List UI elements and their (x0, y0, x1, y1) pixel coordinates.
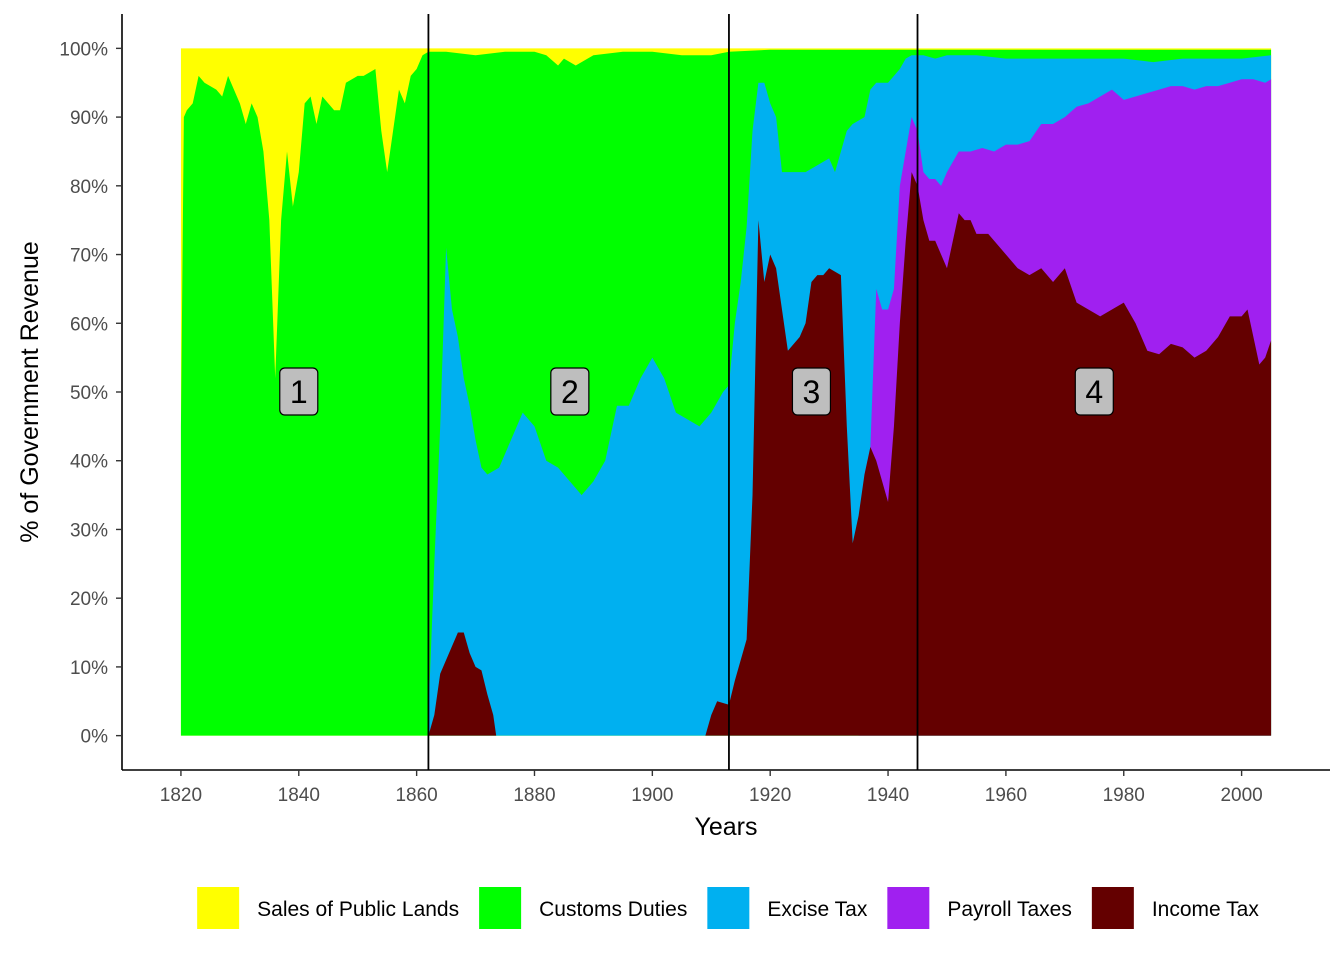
x-ticks-group: 1820 1840 1860 1880 1900 1920 1940 1960 1980 2000 (160, 770, 1263, 806)
y-tick-label: 20% (70, 589, 108, 610)
legend-label: Income Tax (1152, 898, 1259, 921)
x-tick-label: 1860 (395, 785, 437, 806)
y-tick-label: 10% (70, 658, 108, 679)
legend-item-customs-duties: Customs Duties (479, 887, 687, 929)
vertical-lines-group (427, 14, 919, 770)
annotation-label-4: 4 (1074, 367, 1114, 416)
legend: Sales of Public Lands Customs Duties Excis… (197, 887, 1259, 929)
legend-label: Payroll Taxes (947, 898, 1072, 921)
legend-label: Customs Duties (539, 898, 687, 921)
annotation-text: 1 (290, 374, 308, 410)
y-axis-title: % of Government Revenue (16, 241, 44, 543)
legend-label: Excise Tax (767, 898, 867, 921)
annotation-box (791, 367, 832, 416)
annotation-box (550, 367, 590, 416)
y-tick-label: 80% (70, 177, 108, 198)
legend-item-excise-tax: Excise Tax (707, 887, 868, 929)
annotation-box (279, 367, 319, 416)
y-tick-label: 30% (70, 520, 108, 541)
annotation-text: 3 (803, 374, 821, 410)
legend-swatch (887, 887, 930, 929)
y-tick-label: 100% (59, 39, 108, 60)
x-tick-label: 1920 (749, 785, 791, 806)
y-tick-label: 0% (81, 727, 109, 748)
annotation-label-3: 3 (791, 367, 832, 416)
legend-item-sales-of-public-lands: Sales of Public Lands (197, 887, 459, 929)
area-income-tax (180, 172, 1272, 736)
x-tick-label: 1960 (985, 785, 1027, 806)
annotation-label-1: 1 (279, 367, 319, 416)
annotation-text: 2 (561, 374, 579, 410)
x-tick-label: 1980 (1103, 785, 1145, 806)
legend-swatch (197, 887, 240, 929)
y-tick-label: 60% (70, 314, 108, 335)
x-tick-label: 2000 (1220, 785, 1262, 806)
x-tick-label: 1940 (867, 785, 909, 806)
annotations-group: 1 2 3 4 (279, 367, 1114, 416)
x-tick-label: 1900 (631, 785, 673, 806)
y-tick-label: 90% (70, 108, 108, 129)
annotation-label-2: 2 (550, 367, 590, 416)
legend-swatch (1091, 887, 1134, 929)
x-axis-title: Years (694, 813, 757, 841)
legend-item-income-tax: Income Tax (1091, 887, 1259, 929)
annotation-text: 4 (1085, 374, 1103, 410)
x-tick-label: 1820 (160, 785, 202, 806)
y-tick-label: 70% (70, 246, 108, 267)
legend-swatch (707, 887, 750, 929)
x-tick-label: 1880 (513, 785, 555, 806)
annotation-box (1074, 367, 1114, 416)
y-ticks-group: 0% 10% 20% 30% 40% 50% 60% 70% 80% 90% 100% (59, 39, 122, 748)
x-tick-label: 1840 (278, 785, 320, 806)
legend-item-payroll-taxes: Payroll Taxes (887, 887, 1072, 929)
legend-label: Sales of Public Lands (257, 898, 459, 921)
area-series-group (180, 48, 1272, 736)
legend-swatch (479, 887, 522, 929)
y-tick-label: 40% (70, 452, 108, 473)
y-tick-label: 50% (70, 383, 108, 404)
